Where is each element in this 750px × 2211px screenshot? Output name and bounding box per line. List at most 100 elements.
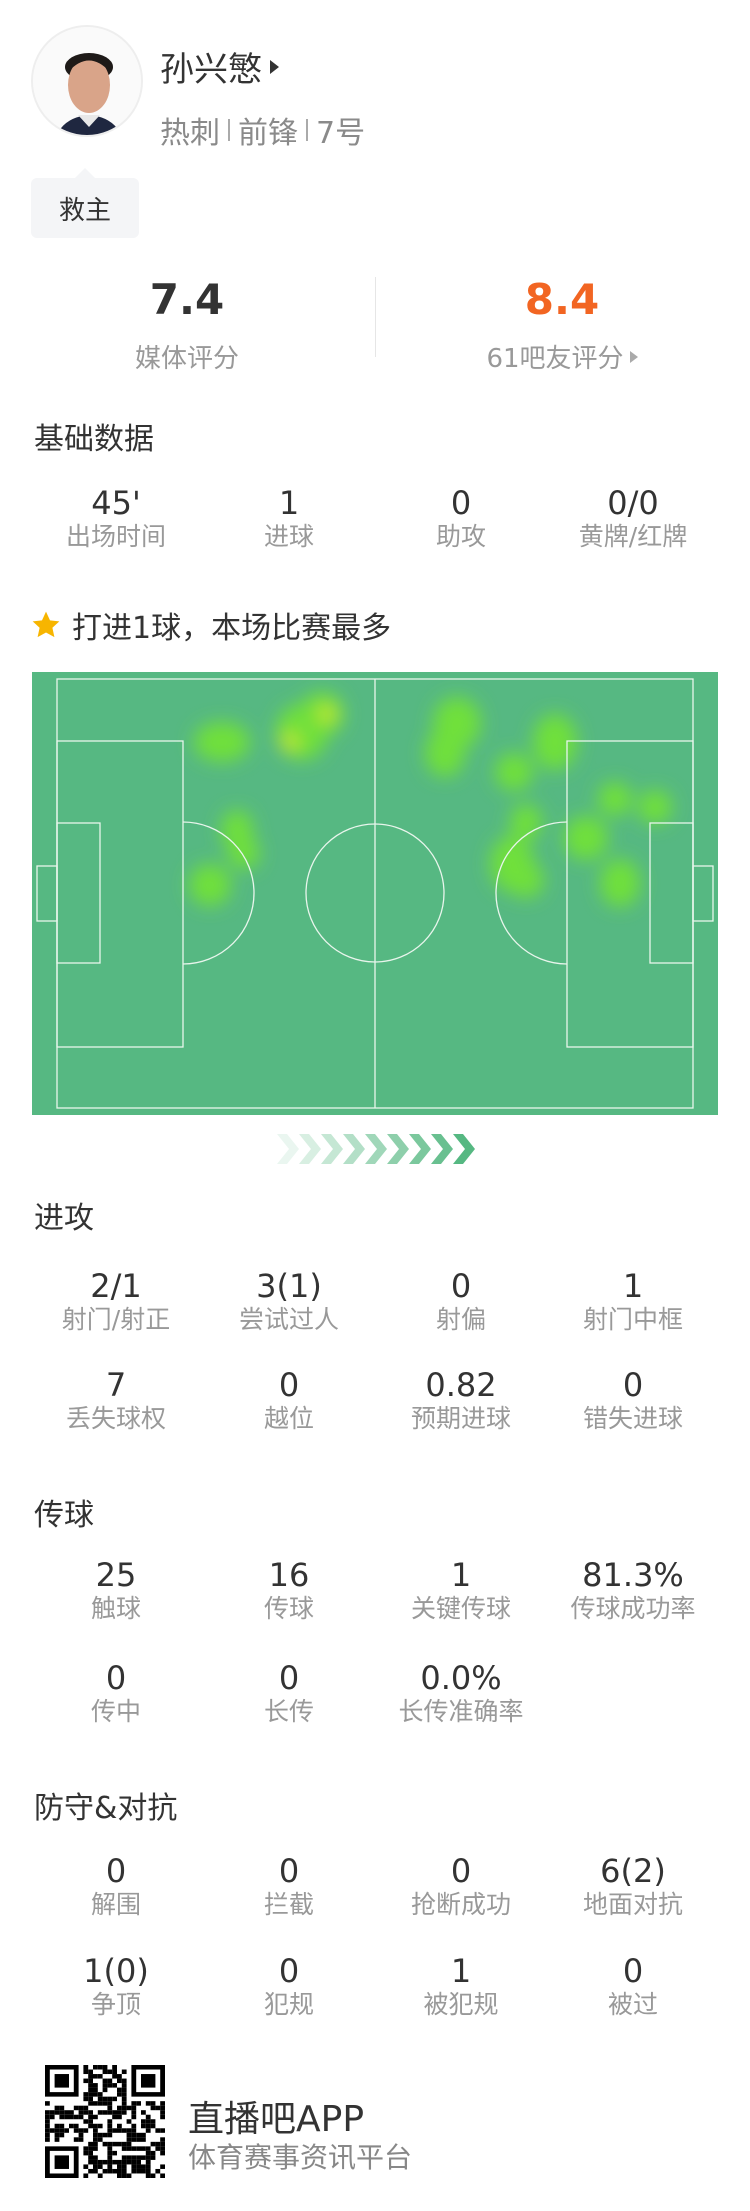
chevron-right-icon: [409, 1134, 431, 1164]
stat-defense: 1 被犯规: [375, 1953, 547, 2021]
stat-basic: 1 进球: [203, 485, 375, 553]
star-icon: [32, 611, 60, 638]
heat-spot: [425, 729, 465, 777]
stat-value: 25: [95, 1556, 137, 1594]
heat-spot: [194, 722, 250, 762]
stat-value: 0: [450, 484, 472, 522]
stat-attack: 1 射门中框: [547, 1268, 719, 1336]
stat-passing: 1 关键传球: [375, 1557, 547, 1625]
stat-value: 0: [622, 1366, 644, 1404]
stat-label: 触球: [90, 1594, 141, 1623]
stat-defense: 0 抢断成功: [375, 1853, 547, 1921]
media-rating-value: 7.4: [149, 275, 225, 324]
stat-label: 错失进球: [582, 1404, 683, 1433]
player-name-link[interactable]: 孙兴慜: [160, 42, 279, 91]
stat-value: 1: [450, 1952, 472, 1990]
stat-value: 3(1): [256, 1267, 322, 1305]
stat-label: 传球成功率: [570, 1594, 696, 1623]
stat-value: 0.0%: [420, 1659, 502, 1697]
chevron-right-icon: [453, 1134, 475, 1164]
stat-label: 丢失球权: [65, 1404, 166, 1433]
stat-passing: 25 触球: [30, 1557, 202, 1625]
stat-label: 关键传球: [410, 1594, 511, 1623]
heatmap-pitch: [32, 672, 718, 1115]
stat-attack: 0 错失进球: [547, 1367, 719, 1435]
stat-defense: 0 拦截: [203, 1853, 375, 1921]
stat-defense: 0 解围: [30, 1853, 202, 1921]
stat-value: 7: [105, 1366, 127, 1404]
stat-label: 射门/射正: [61, 1305, 171, 1334]
stat-attack: 3(1) 尝试过人: [203, 1268, 375, 1336]
divider: [306, 119, 308, 141]
chevron-right-icon: [431, 1134, 453, 1164]
player-photo: [33, 27, 141, 135]
stat-value: 16: [268, 1556, 310, 1594]
shirt-number: 7号: [316, 116, 366, 151]
stat-label: 抢断成功: [410, 1890, 511, 1919]
stat-attack: 7 丢失球权: [30, 1367, 202, 1435]
app-slogan: 体育赛事资讯平台: [188, 2141, 413, 2174]
heat-spot: [189, 864, 231, 906]
stat-label: 长传: [263, 1697, 314, 1726]
player-info: 热刺 前锋 7号: [160, 108, 365, 152]
stat-value: 0: [278, 1852, 300, 1890]
stat-passing: 0 传中: [30, 1660, 202, 1728]
heat-spot: [510, 804, 542, 840]
fan-rating[interactable]: 8.4 61吧友评分: [432, 275, 692, 375]
fan-rating-label: 61吧友评分: [486, 344, 624, 374]
stat-basic: 45' 出场时间: [30, 485, 202, 553]
stat-defense: 6(2) 地面对抗: [547, 1853, 719, 1921]
stat-attack: 2/1 射门/射正: [30, 1268, 202, 1336]
caret-right-icon: [270, 59, 279, 74]
stat-label: 射偏: [435, 1305, 486, 1334]
heat-spot: [564, 816, 608, 860]
stat-basic: 0/0 黄牌/红牌: [547, 485, 719, 553]
stat-value: 2/1: [90, 1267, 142, 1305]
heat-spot: [318, 705, 336, 723]
rating-divider: [375, 277, 376, 357]
fan-rating-value: 8.4: [524, 275, 600, 324]
heat-spot: [638, 790, 672, 824]
media-rating: 7.4 媒体评分: [57, 275, 317, 375]
stat-passing: 0.0% 长传准确率: [375, 1660, 547, 1728]
stat-attack: 0.82 预期进球: [375, 1367, 547, 1435]
stat-value: 1(0): [83, 1952, 149, 1990]
stat-label: 解围: [90, 1890, 141, 1919]
stat-value: 1: [278, 484, 300, 522]
qr-code[interactable]: [45, 2065, 165, 2178]
stat-value: 0: [278, 1659, 300, 1697]
stat-value: 45': [91, 484, 141, 522]
chevron-right-icon: [365, 1134, 387, 1164]
app-name: 直播吧APP: [188, 2099, 365, 2140]
stat-label: 尝试过人: [238, 1305, 339, 1334]
heat-spot: [533, 714, 577, 770]
stat-label: 长传准确率: [398, 1697, 524, 1726]
chevron-right-icon: [343, 1134, 365, 1164]
stat-value: 0: [278, 1952, 300, 1990]
section-title-basic: 基础数据: [34, 422, 154, 457]
heat-spot: [598, 782, 632, 816]
heatmap: [36, 678, 714, 1109]
stat-label: 射门中框: [582, 1305, 683, 1334]
stat-value: 6(2): [600, 1852, 666, 1890]
qr-code-image: [45, 2065, 165, 2178]
section-title-defense: 防守&对抗: [34, 1791, 178, 1826]
section-title-passing: 传球: [34, 1498, 94, 1533]
stat-defense: 0 犯规: [203, 1953, 375, 2021]
stat-label: 出场时间: [65, 522, 166, 551]
player-avatar[interactable]: [31, 25, 143, 137]
highlight-text: 打进1球，本场比赛最多: [72, 611, 392, 646]
stat-label: 黄牌/红牌: [578, 522, 688, 551]
stat-label: 地面对抗: [582, 1890, 683, 1919]
pitch-lines: [36, 678, 714, 1109]
chevron-right-icon: [277, 1134, 299, 1164]
chevron-right-icon: [299, 1134, 321, 1164]
heat-spot: [281, 733, 299, 751]
stat-basic: 0 助攻: [375, 485, 547, 553]
heat-spot: [600, 859, 640, 907]
stat-passing: 16 传球: [203, 1557, 375, 1625]
heat-spot: [508, 862, 544, 898]
stat-label: 传球: [263, 1594, 314, 1623]
stat-value: 0: [450, 1267, 472, 1305]
highlight-note: 打进1球，本场比赛最多: [30, 603, 391, 647]
